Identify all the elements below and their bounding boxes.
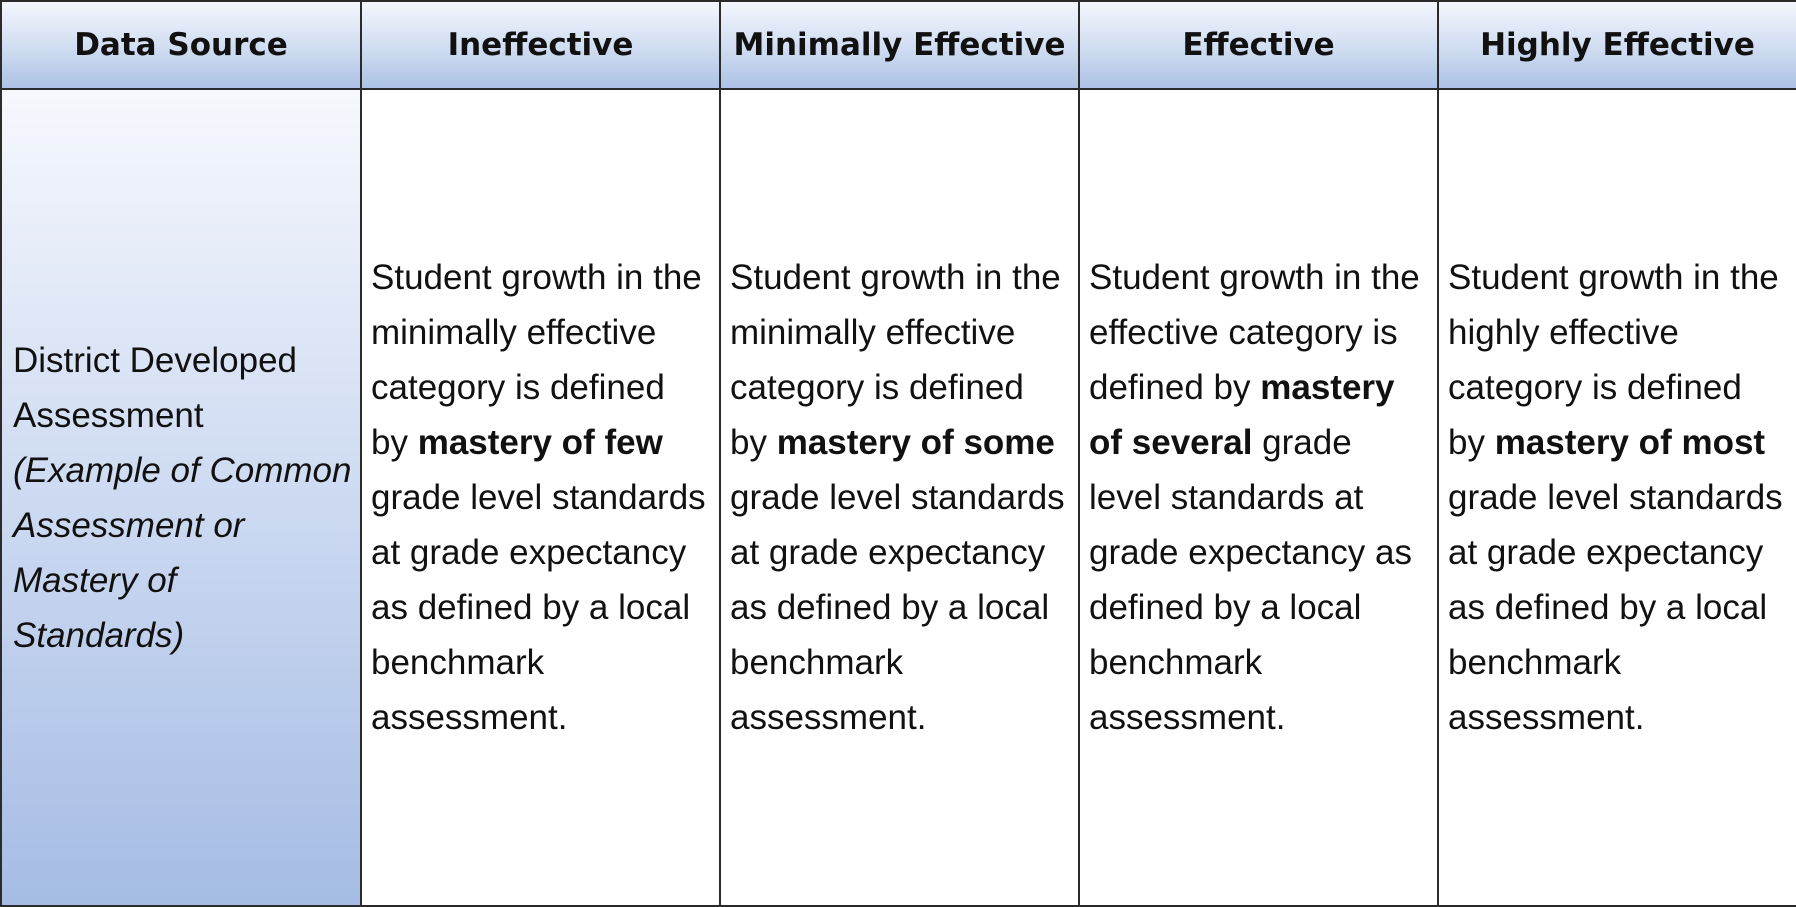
cell-text-after: grade level standards at grade expectanc… [730,478,1065,737]
effective-cell: Student growth in the effective category… [1078,88,1439,907]
rubric-header: Data Source Ineffective Minimally Effect… [0,0,1796,90]
header-row: Data Source Ineffective Minimally Effect… [0,0,1796,90]
cell-text-before: Student growth in the effective category… [1089,258,1420,407]
cell-text-emphasis: mastery of few [417,423,663,462]
cell-text-emphasis: mastery of some [776,423,1055,462]
header-data-source: Data Source [0,0,362,90]
header-minimally-effective: Minimally Effective [719,0,1080,90]
data-source-note: (Example of Common Assessment or Mastery… [13,450,352,655]
cell-text-before: Student growth in the minimally effectiv… [730,258,1061,462]
cell-text-before: Student growth in the highly effective c… [1448,258,1779,462]
cell-text-after: grade level standards at grade expectanc… [371,478,706,737]
cell-text-after: grade level standards at grade expectanc… [1089,423,1412,737]
highly-effective-cell: Student growth in the highly effective c… [1437,88,1796,907]
header-highly-effective: Highly Effective [1437,0,1796,90]
cell-text-emphasis: mastery of most [1494,423,1766,462]
table-row: District Developed Assessment (Example o… [0,88,1796,907]
ineffective-cell: Student growth in the minimally effectiv… [360,88,721,907]
data-source-label: District Developed Assessment [13,340,297,435]
header-ineffective: Ineffective [360,0,721,90]
rubric-body: District Developed Assessment (Example o… [0,88,1796,907]
header-effective: Effective [1078,0,1439,90]
minimally-effective-cell: Student growth in the minimally effectiv… [719,88,1080,907]
cell-text-before: Student growth in the minimally effectiv… [371,258,702,462]
cell-text-emphasis: mastery of several [1089,368,1395,462]
data-source-cell: District Developed Assessment (Example o… [0,88,362,907]
cell-text-after: grade level standards at grade expectanc… [1448,478,1783,737]
